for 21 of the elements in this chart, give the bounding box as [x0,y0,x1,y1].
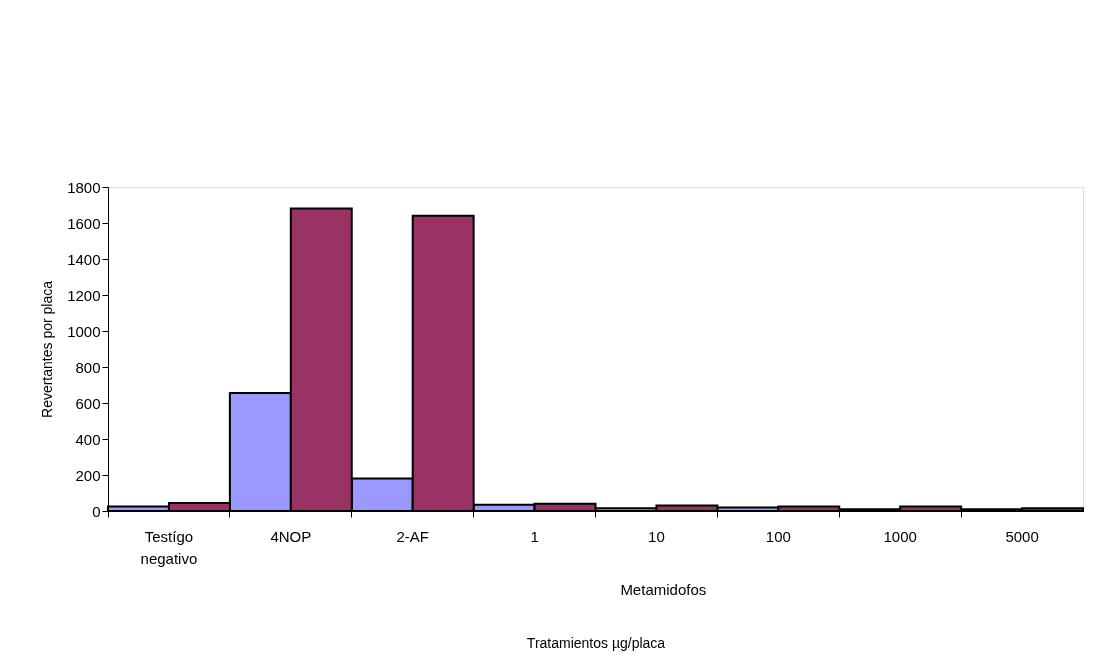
y-tick-label: 1600 [67,214,101,232]
x-tick-label: 1 [530,527,539,545]
y-tick-label: 800 [75,358,101,376]
x-tick-label: Testígo negativo [140,527,198,567]
y-tick-label: 400 [75,430,101,448]
y-axis-title: Revertantes por placa [39,280,56,418]
y-tick-label: 200 [75,466,101,484]
x-tick-label: 1000 [883,527,917,545]
y-tick-label: 1200 [67,286,101,304]
y-tick-label: 600 [75,394,101,412]
y-tick-label: 1000 [67,322,101,340]
y-tick-label: 0 [92,502,101,520]
x-tick-label: 100 [765,527,791,545]
x-tick-label: 5000 [1005,527,1039,545]
x-axis-title: Tratamientos µg/placa [526,634,666,651]
y-tick-label: 1800 [67,178,101,196]
text: Metamidofos [620,581,707,598]
x-tick-label: 4NOP [270,527,312,545]
x-tick-label: 10 [648,527,665,545]
y-tick-label: 1400 [67,250,101,268]
x-tick-label: 2-AF [396,527,429,545]
